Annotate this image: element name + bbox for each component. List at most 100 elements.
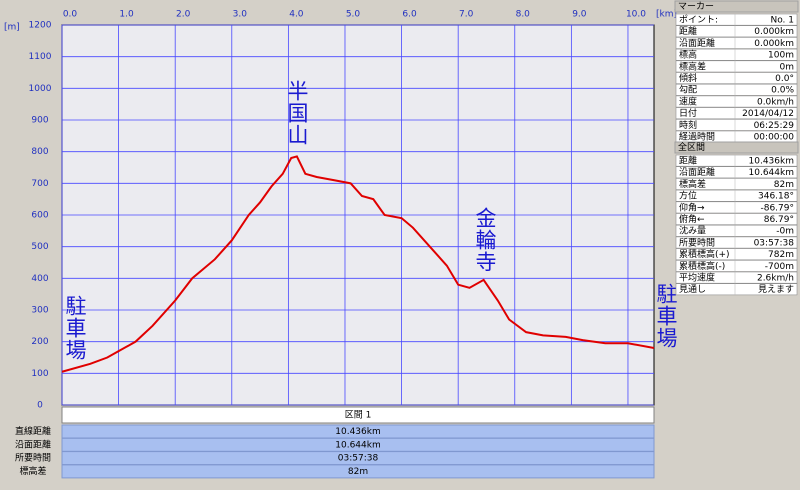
table-row	[61, 464, 655, 479]
row-label: 沿面距離	[15, 438, 51, 450]
y-tick-label: 300	[31, 306, 48, 316]
row-value: 82m	[348, 467, 368, 477]
x-tick-label: 10.0	[626, 10, 646, 20]
row-value: 10.644km	[335, 440, 380, 450]
panel-row	[675, 72, 798, 84]
panel-label: 速度	[679, 95, 697, 107]
y-tick-label: 0	[37, 401, 43, 411]
panel-row	[675, 60, 798, 73]
panel-value: 0.0°	[775, 74, 794, 84]
panel-label: 経過時間	[679, 131, 715, 143]
panel-row	[675, 213, 798, 225]
y-tick-label: 400	[31, 274, 48, 284]
panel-value: 346.18°	[758, 192, 794, 202]
y-tick-label: 500	[31, 242, 48, 252]
panel-header	[674, 141, 799, 154]
y-tick-label: 1000	[29, 84, 52, 94]
x-tick-label: 0.0	[63, 10, 78, 20]
panel-row	[675, 37, 798, 49]
panel-label: 傾斜	[679, 72, 697, 84]
panel-label: 勾配	[679, 84, 697, 96]
panel-value: 0m	[780, 62, 795, 72]
y-tick-label: 800	[31, 147, 48, 157]
panel-value: No. 1	[770, 16, 794, 26]
y-axis-unit: [m]	[4, 23, 20, 33]
panel-row	[675, 25, 798, 38]
panel-value: 0.0km/h	[757, 97, 794, 107]
panel-label: 時刻	[679, 119, 697, 131]
y-tick-label: 600	[31, 211, 48, 221]
row-label: 所要時間	[15, 453, 51, 464]
panel-title: 全区間	[678, 141, 705, 153]
elevation-profile	[61, 155, 655, 373]
panel-value: 2014/04/12	[742, 109, 794, 119]
x-tick-label: 6.0	[402, 10, 417, 20]
panel-value: 06:25:29	[754, 121, 795, 131]
panel-value: 10.644km	[749, 168, 794, 178]
panel-row	[675, 224, 798, 237]
y-tick-label: 700	[31, 179, 48, 189]
panel-row	[675, 189, 798, 202]
y-tick-label: 900	[31, 116, 48, 126]
table-title: 区間 1	[345, 410, 372, 421]
panel-header	[674, 0, 799, 13]
panel-label: 俯角←	[679, 213, 705, 225]
panel-row	[675, 283, 798, 296]
panel-label: 方位	[679, 190, 697, 202]
panel-row	[675, 166, 798, 179]
y-tick-label: 200	[31, 337, 48, 347]
panel-value: 見えます	[758, 284, 794, 295]
panel-row	[675, 178, 798, 190]
panel-label: 累積標高(+)	[679, 248, 730, 260]
panel-label: 平均速度	[679, 272, 715, 284]
panel-value: 10.436km	[749, 157, 794, 167]
panel-label: 沿面距離	[679, 166, 715, 178]
y-tick-label: 100	[31, 369, 48, 379]
panel-value: 0.0%	[771, 86, 794, 96]
row-value: 03:57:38	[338, 454, 379, 464]
x-tick-label: 9.0	[572, 10, 587, 20]
panel-label: 沿面距離	[679, 37, 715, 49]
panel-label: 沈み量	[679, 225, 706, 237]
place-label: 金輪寺	[473, 207, 497, 273]
table-header	[61, 406, 655, 424]
place-label: 駐車場	[63, 295, 87, 361]
panel-row	[675, 48, 798, 61]
panel-row	[675, 236, 798, 249]
x-tick-label: 8.0	[516, 10, 531, 20]
panel-row	[675, 13, 798, 26]
row-value: 10.436km	[335, 427, 380, 437]
panel-label: ポイント:	[679, 15, 718, 26]
panel-value: 82m	[774, 180, 794, 190]
y-tick-label: 1200	[29, 21, 52, 31]
panel-label: 所要時間	[679, 237, 715, 248]
place-label: 駐車場	[654, 283, 678, 349]
panel-row	[675, 119, 798, 131]
panel-value: 100m	[768, 51, 794, 61]
panel-value: 0.000km	[754, 39, 794, 49]
x-tick-label: 7.0	[459, 10, 474, 20]
panel-label: 標高差	[679, 178, 706, 190]
panel-label: 見通し	[679, 284, 706, 295]
panel-label: 日付	[679, 108, 697, 119]
panel-label: 距離	[679, 25, 697, 37]
panel-label: 累積標高(-)	[679, 260, 725, 272]
x-tick-label: 1.0	[119, 10, 134, 20]
panel-value: -700m	[765, 262, 794, 272]
panel-value: -86.79°	[760, 203, 794, 213]
panel-row	[675, 95, 798, 108]
panel-row	[675, 83, 798, 96]
panel-row	[675, 201, 798, 214]
panel-value: -0m	[776, 227, 794, 237]
x-tick-label: 3.0	[233, 10, 248, 20]
x-axis-unit: [km]	[656, 10, 677, 20]
panel-value: 0.000km	[754, 27, 794, 37]
place-label: 半国山	[285, 80, 309, 146]
panel-value: 86.79°	[764, 215, 794, 225]
panel-value: 2.6km/h	[757, 274, 794, 284]
x-tick-label: 2.0	[176, 10, 191, 20]
panel-value: 782m	[768, 250, 794, 260]
row-label: 直線距離	[15, 425, 51, 437]
panel-row	[675, 271, 798, 284]
